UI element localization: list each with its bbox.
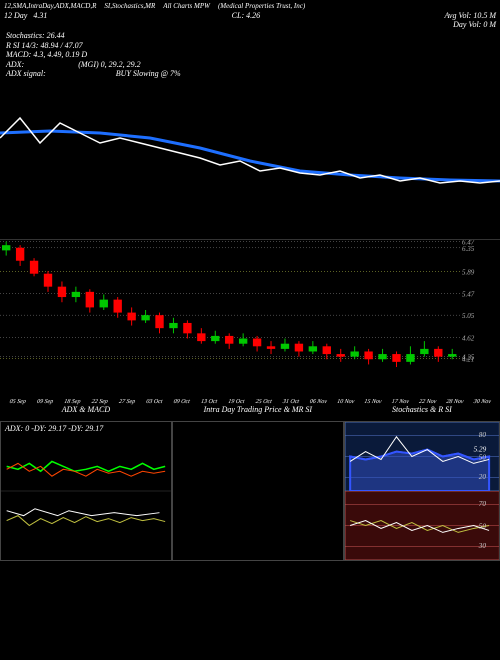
bp2-title: Intra Day Trading Price & MR SI: [172, 405, 344, 417]
svg-text:50: 50: [478, 523, 486, 531]
cl-block: CL: 4.26: [47, 11, 444, 29]
svg-text:4.62: 4.62: [462, 334, 475, 342]
info-block: Stochastics: 26.44 R SI 14/3: 48.94 / 47…: [0, 31, 500, 79]
svg-text:20: 20: [478, 473, 486, 481]
bottom-titles: ADX & MACD Intra Day Trading Price & MR …: [0, 405, 500, 417]
bp3-title: Stochastics & R SI: [344, 405, 500, 417]
svg-text:5.47: 5.47: [462, 290, 475, 298]
svg-text:30: 30: [477, 542, 486, 550]
stoch-val: 26.44: [47, 31, 65, 40]
avg-vol: Avg Vol: 10.5 M: [444, 11, 496, 20]
svg-text:4.25: 4.25: [462, 354, 475, 362]
cl-val: 4.26: [246, 11, 260, 20]
svg-text:5.89: 5.89: [462, 269, 475, 277]
header-row: 12,SMA,IntraDay,ADX,MACD,R SI,Stochastic…: [0, 0, 500, 10]
header-row-2: 12 Day 4.31 CL: 4.26 Avg Vol: 10.5 M Day…: [0, 10, 500, 29]
line-chart-svg: [0, 83, 500, 233]
day-label: 12 Day: [4, 11, 27, 20]
cl-label: CL:: [232, 11, 244, 20]
day-vol: Day Vol: 0 M: [444, 20, 496, 29]
hdr-item-3: (Medical Properties Trust, Inc): [218, 2, 305, 10]
hdr-item-2: All Charts MPW: [163, 2, 210, 10]
header-right: Avg Vol: 10.5 M Day Vol: 0 M: [444, 11, 496, 29]
stoch-label: Stochastics:: [6, 31, 45, 40]
adx-val: (MGI) 0, 29.2, 29.2: [78, 60, 140, 69]
adx-macd-svg: [1, 422, 171, 560]
rsi-line: R SI 14/3: 48.94 / 47.07: [6, 41, 500, 51]
bp1-title: ADX & MACD: [0, 405, 172, 417]
macd-val: 4.3, 4.49, 0.19 D: [33, 50, 87, 59]
adx-sig-label: ADX signal:: [6, 69, 46, 78]
hdr-item-1: SI,Stochastics,MR: [104, 2, 155, 10]
svg-text:5.05: 5.05: [462, 312, 475, 320]
svg-text:70: 70: [478, 500, 486, 508]
stochastics-rsi-panel: 80 50 20 5.29 70 50 30: [344, 421, 500, 561]
hdr-item-0: 12,SMA,IntraDay,ADX,MACD,R: [4, 2, 96, 10]
stoch-svg: 80 50 20 5.29: [345, 422, 499, 491]
bottom-row: ADX: 0 -DY: 29.17 -DY: 29.17 80 50 20 5.29 …: [0, 421, 500, 561]
macd-label: MACD:: [6, 50, 31, 59]
svg-text:50: 50: [478, 454, 486, 462]
header-left: 12,SMA,IntraDay,ADX,MACD,R SI,Stochastic…: [4, 1, 311, 10]
intraday-panel: [172, 421, 344, 561]
svg-text:5.29: 5.29: [473, 446, 486, 454]
adx-label: ADX:: [6, 60, 24, 69]
day-price: 12 Day 4.31: [4, 11, 47, 29]
candlestick-svg: 6.476.355.895.475.054.624.214.25: [0, 240, 500, 380]
adx-sig-val: BUY Slowing @ 7%: [116, 69, 181, 78]
adx-macd-panel: ADX: 0 -DY: 29.17 -DY: 29.17: [0, 421, 172, 561]
svg-text:80: 80: [478, 431, 486, 439]
adx-text: ADX: 0 -DY: 29.17 -DY: 29.17: [5, 424, 103, 433]
candlestick-panel: 6.476.355.895.475.054.624.214.25: [0, 239, 500, 399]
price-val: 4.31: [33, 11, 47, 20]
svg-text:6.35: 6.35: [462, 245, 475, 253]
rsi-svg: 70 50 30: [345, 491, 499, 560]
line-chart-panel: [0, 83, 500, 233]
